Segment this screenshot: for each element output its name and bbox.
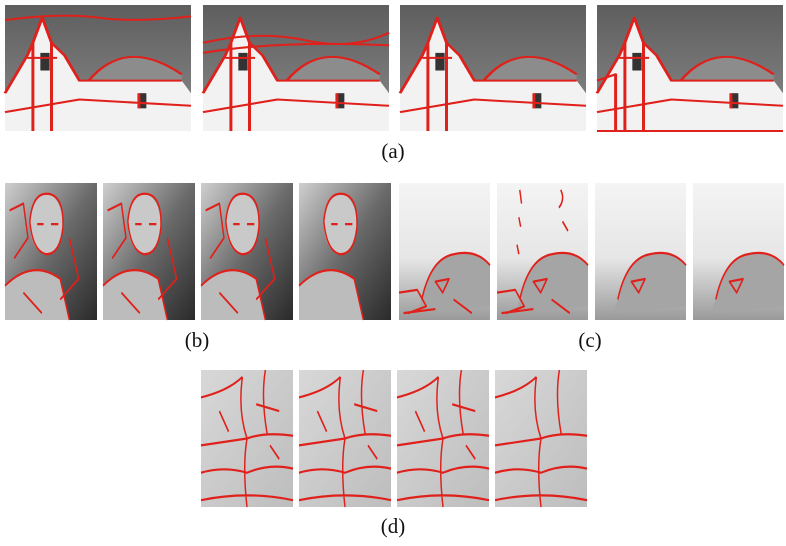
image-thumbnail [497, 183, 588, 320]
panel-label: (d) [381, 514, 406, 538]
window [632, 53, 641, 71]
image-thumbnail [5, 183, 97, 320]
image-thumbnail [201, 370, 293, 507]
image-thumbnail [399, 183, 490, 320]
image-thumbnail [299, 183, 391, 320]
image-thumbnail [400, 5, 586, 131]
window [238, 53, 247, 71]
image-thumbnail [495, 370, 587, 507]
image-thumbnail [397, 370, 489, 507]
image-thumbnail [595, 183, 686, 320]
image-thumbnail [693, 183, 784, 320]
image-thumbnail [299, 370, 391, 507]
image-thumbnail [201, 183, 293, 320]
window [435, 53, 444, 71]
panel-label: (c) [578, 328, 601, 352]
image-thumbnail [597, 5, 783, 131]
image-thumbnail [103, 183, 195, 320]
figure: (a) (b) (c) (d) [0, 0, 786, 546]
window [40, 53, 49, 71]
panel-label: (a) [381, 139, 404, 163]
image-thumbnail [5, 5, 191, 131]
panel-label: (b) [185, 328, 210, 352]
image-thumbnail [203, 5, 389, 131]
